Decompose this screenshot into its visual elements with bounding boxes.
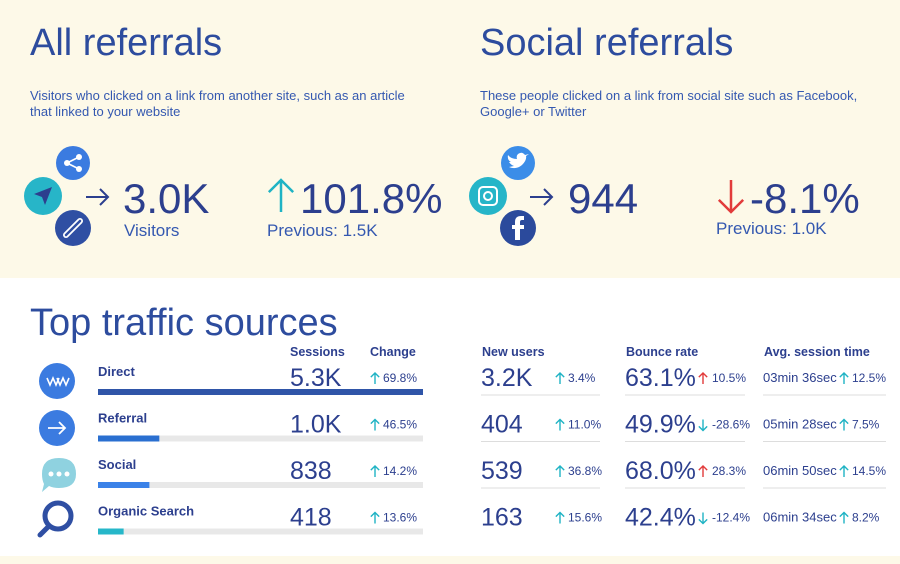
column-header: Bounce rate [626,345,698,359]
new-users-value: 539 [481,457,523,485]
change-value: 12.5% [852,371,886,385]
sessions-value: 838 [290,457,332,485]
session-bar [98,389,423,395]
sessions-value: 5.3K [290,364,342,392]
change-value: 69.8% [383,371,417,385]
bounce-rate-value: 68.0% [625,457,696,485]
bar-track [98,528,423,535]
kpi-change: -8.1% [750,175,860,222]
change-value: -12.4% [712,511,750,525]
sessions-value: 418 [290,504,332,532]
change-value: 28.3% [712,464,746,478]
section-title: Social referrals [480,22,733,64]
top-band [0,0,900,278]
session-time-value: 03min 36sec [763,370,837,385]
kpi-previous: Previous: 1.5K [267,221,378,240]
change-value: 36.8% [568,464,602,478]
change-value: -28.6% [712,418,750,432]
trend-arrow [698,372,708,384]
description: Visitors who clicked on a link from anot… [30,88,405,103]
session-time-value: 06min 50sec [763,463,837,478]
bar-track [98,482,423,488]
change-value: 7.5% [852,418,880,432]
session-time-value: 06min 34sec [763,510,837,525]
trend-arrow [717,180,745,214]
change-value: 3.4% [568,371,596,385]
trend-arrow [555,465,565,477]
trend-arrow [698,512,708,525]
sessions-value: 1.0K [290,411,342,439]
source-name: Organic Search [98,504,194,519]
session-time-value: 05min 28sec [763,417,837,432]
bounce-rate-value: 63.1% [625,364,696,392]
trend-arrow [839,465,849,477]
trend-arrow [555,511,565,524]
source-name: Referral [98,411,147,426]
kpi-value: 3.0K [123,175,209,222]
change-value: 14.2% [383,464,417,478]
kpi-label: Visitors [124,221,179,240]
social-icons [469,146,554,246]
change-value: 11.0% [568,418,601,432]
trend-arrow [370,372,380,384]
session-bar [98,528,124,535]
trend-arrow [555,372,565,384]
bounce-rate-value: 42.4% [625,504,696,532]
trend-arrow [555,418,565,431]
section-title: All referrals [30,22,222,64]
referral-icons [24,146,110,246]
column-header: New users [482,345,545,359]
change-value: 15.6% [568,511,602,525]
session-bar [98,435,160,442]
column-header: Sessions [290,345,345,359]
section-title: Top traffic sources [30,302,338,344]
kpi-change: 101.8% [300,175,442,222]
trend-arrow [370,511,380,524]
kpi-value: 944 [568,175,638,222]
session-bar [98,482,150,488]
source-name: Direct [98,364,136,379]
source-name: Social [98,457,136,472]
description: that linked to your website [30,104,180,119]
trend-arrow [370,418,380,431]
new-users-value: 404 [481,411,523,439]
bounce-rate-value: 49.9% [625,411,696,439]
change-value: 10.5% [712,371,746,385]
source-icons [37,363,76,538]
trend-arrow [839,511,849,524]
description: These people clicked on a link from soci… [480,88,857,103]
trend-arrow [839,418,849,431]
trend-arrow [698,465,708,477]
new-users-value: 163 [481,504,523,532]
kpi-previous: Previous: 1.0K [716,219,827,238]
trend-arrow [839,372,849,384]
change-value: 14.5% [852,464,886,478]
column-header: Avg. session time [764,345,870,359]
new-users-value: 3.2K [481,364,533,392]
change-value: 8.2% [852,511,880,525]
trend-arrow [267,178,295,212]
bar-track [98,435,423,442]
description: Google+ or Twitter [480,104,587,119]
bottom-band [0,278,900,556]
column-header: Change [370,345,416,359]
trend-arrow [370,465,380,477]
trend-arrow [698,419,708,432]
footer-band [0,556,900,564]
change-value: 46.5% [383,418,417,432]
change-value: 13.6% [383,511,417,525]
